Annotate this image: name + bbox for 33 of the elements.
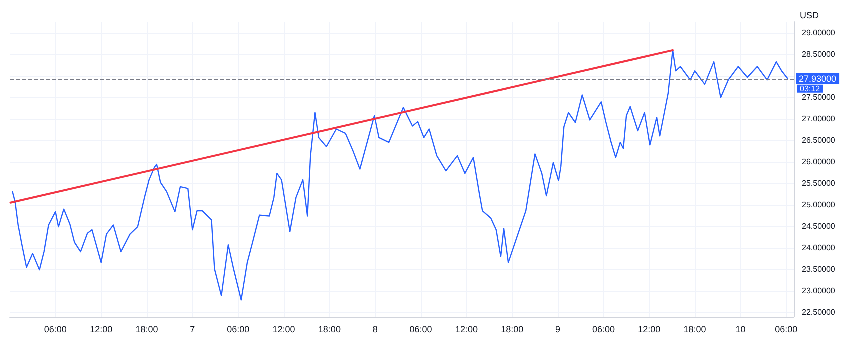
x-tick-label: 10: [736, 324, 746, 334]
x-tick-label: 06:00: [227, 324, 250, 334]
y-tick-label: 23.50000: [802, 265, 836, 274]
x-tick-label: 06:00: [592, 324, 615, 334]
y-tick-label: 28.50000: [802, 50, 836, 59]
x-tick-label: 06:00: [410, 324, 432, 334]
y-tick-label: 25.00000: [802, 200, 836, 210]
x-tick-label: 12:00: [90, 324, 113, 334]
x-tick-label: 06:00: [44, 324, 67, 334]
x-tick-label: 12:00: [272, 324, 296, 334]
y-tick-label: 26.00000: [802, 157, 836, 166]
x-tick-label: 18:00: [684, 324, 706, 334]
annotation: 03:12: [800, 84, 821, 94]
x-tick-label: 06:00: [775, 324, 798, 334]
y-tick-label: 25.50000: [802, 178, 836, 188]
y-tick-label: 29.00000: [802, 28, 836, 38]
y-tick-label: 27.00000: [802, 114, 836, 124]
x-tick-label: 12:00: [638, 324, 661, 334]
y-tick-label: 24.50000: [802, 222, 836, 232]
y-tick-label: 22.50000: [802, 308, 836, 318]
x-tick-label: 18:00: [136, 324, 158, 334]
y-tick-label: 24.00000: [802, 244, 836, 253]
y-tick-label: 27.50000: [802, 92, 836, 102]
x-tick-label: 9: [556, 324, 561, 334]
x-tick-label: 12:00: [455, 324, 478, 334]
y-tick-label: 26.50000: [802, 136, 836, 145]
x-tick-label: 18:00: [318, 324, 341, 334]
y-axis-title: USD: [800, 10, 820, 20]
y-tick-label: 23.00000: [802, 286, 836, 296]
x-tick-label: 7: [190, 324, 196, 334]
x-tick-label: 8: [372, 324, 378, 334]
ref-line-label: 27.93000: [799, 74, 837, 84]
x-tick-label: 18:00: [501, 324, 524, 334]
